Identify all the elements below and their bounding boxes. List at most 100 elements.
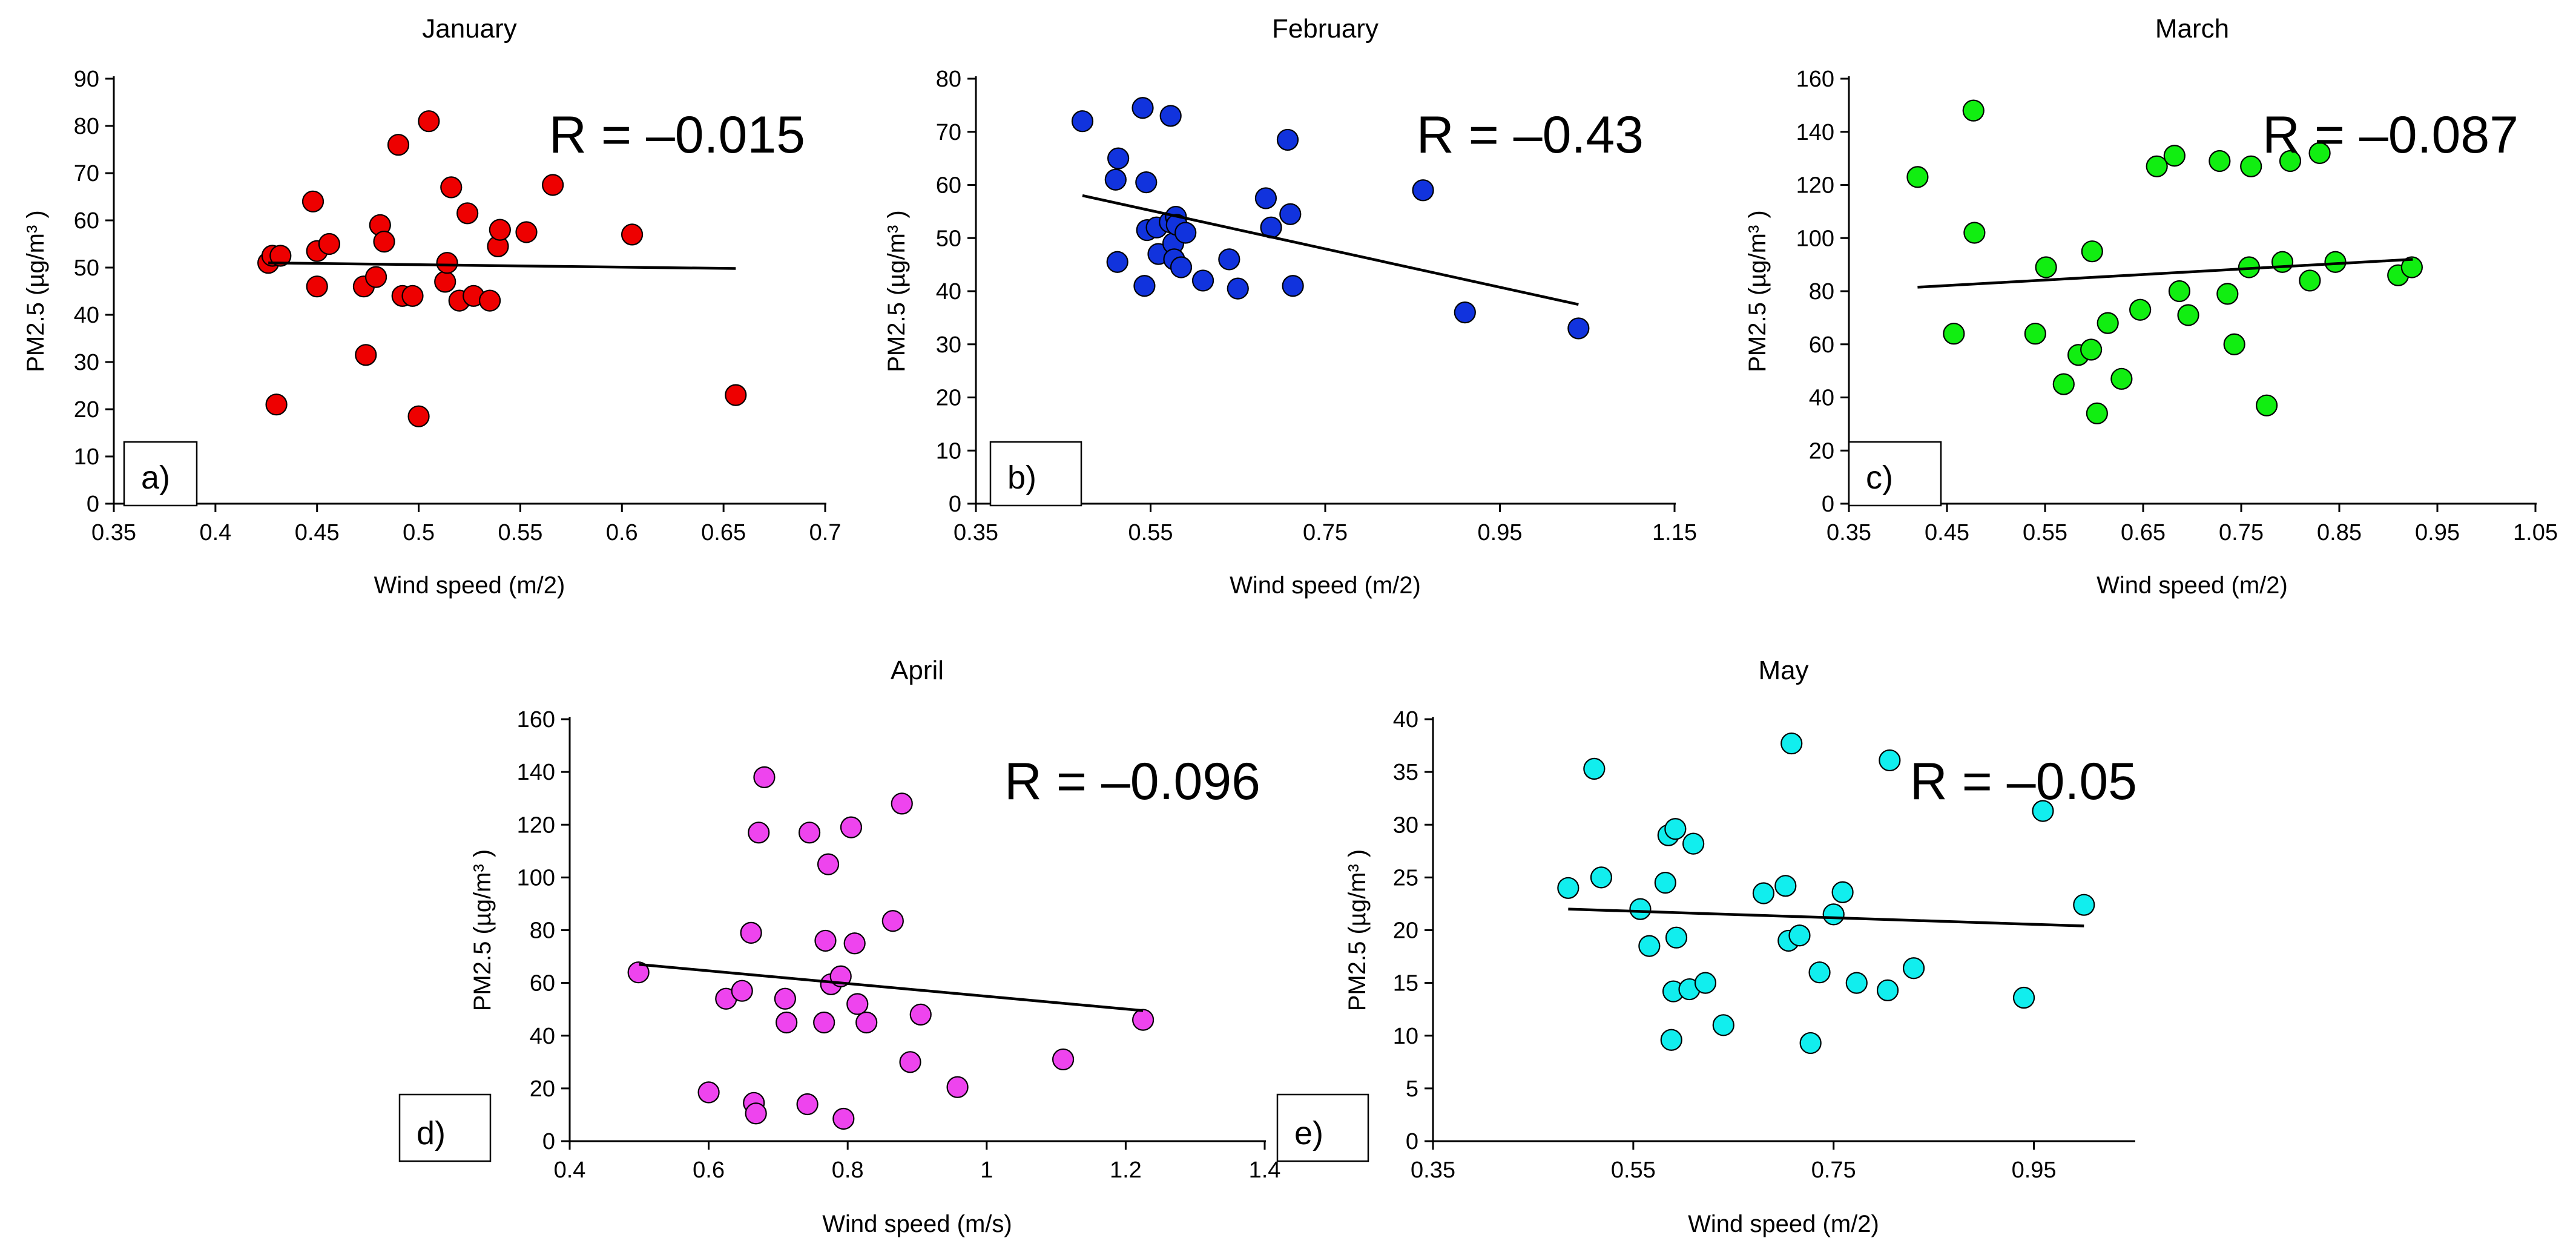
data-point <box>1876 979 1899 1001</box>
data-point <box>1660 1029 1682 1051</box>
x-tick-label: 0.6 <box>693 1158 725 1183</box>
chart-title: May <box>1758 656 1808 685</box>
data-point <box>731 980 753 1002</box>
data-point <box>1943 323 1965 345</box>
data-point <box>840 816 863 838</box>
trend-line <box>639 963 1144 1012</box>
data-point <box>418 110 440 133</box>
y-tick-label: 0 <box>87 492 99 517</box>
data-point <box>899 1051 921 1073</box>
data-point <box>1665 926 1688 949</box>
data-point <box>436 252 458 274</box>
data-point <box>2097 312 2119 334</box>
data-point <box>401 285 424 307</box>
x-axis-label: Wind speed (m/2) <box>1230 572 1421 599</box>
panel-tag-label: e) <box>1294 1115 1323 1151</box>
data-point <box>1638 935 1661 957</box>
x-tick-label: 0.55 <box>1611 1158 1656 1183</box>
data-point <box>813 1011 835 1034</box>
data-point <box>2168 280 2191 303</box>
data-point <box>2177 304 2199 326</box>
correlation-label: R = –0.015 <box>549 106 805 164</box>
correlation-label: R = –0.096 <box>1004 752 1260 811</box>
data-point <box>725 384 747 406</box>
y-tick-label: 30 <box>936 332 961 358</box>
y-tick-label: 160 <box>1796 67 1834 92</box>
x-tick-label: 0.95 <box>2012 1158 2057 1183</box>
data-point <box>740 921 762 944</box>
y-tick-label: 60 <box>936 173 961 199</box>
y-tick-label: 120 <box>1796 173 1834 199</box>
y-tick-label: 60 <box>74 208 99 234</box>
data-point <box>796 1093 819 1116</box>
data-point <box>1831 881 1854 903</box>
data-point <box>1902 957 1925 980</box>
data-point <box>798 822 821 844</box>
data-point <box>2129 298 2152 321</box>
y-tick-label: 15 <box>1393 971 1418 996</box>
x-tick-label: 0.35 <box>1411 1158 1455 1183</box>
data-point <box>2271 251 2294 273</box>
y-axis-label: PM2.5 (µg/m³ ) <box>883 210 910 372</box>
data-point <box>2012 986 2035 1009</box>
data-point <box>1654 871 1676 894</box>
x-tick-label: 1.05 <box>2513 520 2558 545</box>
y-tick-label: 40 <box>1809 386 1834 411</box>
y-tick-label: 100 <box>1796 226 1834 251</box>
x-tick-label: 0.55 <box>1128 520 1173 545</box>
data-point <box>1822 903 1845 926</box>
y-tick-label: 20 <box>74 397 99 423</box>
data-point <box>2086 402 2108 424</box>
data-point <box>745 1102 767 1125</box>
y-tick-label: 20 <box>1809 438 1834 464</box>
y-tick-label: 80 <box>74 114 99 139</box>
x-tick-label: 0.85 <box>2317 520 2362 545</box>
data-point <box>2308 142 2331 164</box>
data-point <box>2400 256 2423 278</box>
data-point <box>1906 166 1929 188</box>
data-point <box>1788 924 1811 947</box>
y-tick-label: 140 <box>517 760 555 785</box>
data-point <box>1845 972 1868 994</box>
y-tick-label: 10 <box>936 438 961 464</box>
x-tick-label: 0.7 <box>809 520 842 545</box>
data-point <box>434 271 456 293</box>
y-tick-label: 120 <box>517 812 555 838</box>
data-point <box>1664 818 1687 840</box>
y-tick-label: 60 <box>1809 332 1834 358</box>
data-point <box>1879 749 1901 772</box>
data-point <box>1752 882 1775 904</box>
y-tick-label: 20 <box>1393 918 1418 944</box>
data-point <box>387 134 410 156</box>
x-tick-label: 0.45 <box>1925 520 1969 545</box>
x-tick-label: 1.4 <box>1249 1158 1281 1183</box>
data-point <box>301 190 324 212</box>
y-tick-label: 70 <box>936 120 961 145</box>
x-axis-label: Wind speed (m/2) <box>1688 1211 1879 1237</box>
panel-tag-box <box>398 1093 492 1162</box>
data-point <box>881 910 904 932</box>
x-tick-label: 0.5 <box>403 520 435 545</box>
x-tick-label: 0.6 <box>606 520 638 545</box>
x-tick-label: 0.75 <box>1303 520 1348 545</box>
y-tick-label: 80 <box>1809 279 1834 305</box>
data-point <box>1583 757 1606 780</box>
data-point <box>891 792 913 815</box>
panel-tag-label: d) <box>417 1115 446 1151</box>
data-point <box>846 993 869 1015</box>
data-point <box>355 344 377 366</box>
y-tick-label: 20 <box>530 1076 555 1102</box>
data-point <box>776 1011 798 1034</box>
data-point <box>2209 150 2231 173</box>
x-tick-label: 0.35 <box>91 520 136 545</box>
y-tick-label: 100 <box>517 865 555 891</box>
data-point <box>832 1107 855 1130</box>
y-tick-label: 0 <box>1822 492 1834 517</box>
chart-title: April <box>891 656 944 685</box>
y-tick-label: 40 <box>1393 707 1418 733</box>
data-point <box>373 231 395 253</box>
data-point <box>364 266 387 288</box>
data-point <box>1254 187 1277 209</box>
correlation-label: R = –0.087 <box>2262 106 2518 164</box>
